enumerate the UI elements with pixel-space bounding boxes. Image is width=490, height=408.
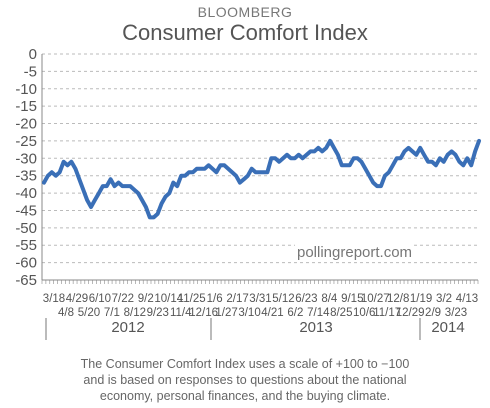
x-tick-label: 11/25 — [178, 293, 206, 305]
caption-line: economy, personal finances, and the buyi… — [99, 389, 391, 403]
source-label: BLOOMBERG — [197, 4, 293, 20]
y-tick-label: -35 — [15, 168, 37, 185]
x-tick-label: 1/27 — [215, 307, 237, 319]
x-tick-label: 11/17 — [373, 307, 401, 319]
x-tick-label: 5/12 — [272, 293, 294, 305]
x-tick-label: 4/13 — [456, 293, 478, 305]
caption: The Consumer Comfort Index uses a scale … — [0, 356, 490, 404]
x-tick-label: 9/15 — [341, 293, 363, 305]
x-tick-label: 7/22 — [112, 293, 134, 305]
x-tick-label: 3/2 — [436, 293, 452, 305]
x-tick-label: 7/1 — [104, 307, 120, 319]
y-tick-label: -15 — [15, 98, 37, 115]
y-tick-label: -20 — [15, 116, 37, 133]
x-tick-label: 10/14 — [154, 293, 183, 305]
y-tick-label: -65 — [15, 272, 37, 289]
x-tick-label: 6/23 — [295, 293, 317, 305]
x-tick-label: 3/18 — [43, 293, 65, 305]
y-tick-label: -5 — [24, 63, 37, 80]
x-tick-label: 6/10 — [89, 293, 111, 305]
x-tick-label: 6/2 — [287, 307, 303, 319]
x-tick-label: 12/16 — [189, 307, 218, 319]
x-tick-label: 8/25 — [330, 307, 352, 319]
x-tick-label: 10/27 — [361, 293, 390, 305]
y-tick-label: 0 — [29, 46, 37, 63]
y-tick-label: -55 — [15, 237, 37, 254]
watermark: pollingreport.com — [295, 244, 415, 261]
x-tick-label: 3/23 — [445, 307, 467, 319]
x-tick-label: 12/29 — [396, 307, 425, 319]
y-tick-label: -60 — [15, 255, 37, 272]
y-tick-label: -50 — [15, 220, 37, 237]
year-label: 2013 — [299, 319, 332, 336]
y-tick-label: -10 — [15, 81, 37, 98]
x-tick-label: 9/23 — [147, 307, 169, 319]
y-tick-label: -40 — [15, 185, 37, 202]
x-tick-label: 9/2 — [138, 293, 154, 305]
x-tick-label: 3/10 — [238, 307, 260, 319]
x-tick-label: 4/8 — [58, 307, 74, 319]
y-tick-label: -45 — [15, 202, 37, 219]
x-tick-label: 2/17 — [226, 293, 248, 305]
year-label: 2012 — [111, 319, 144, 336]
x-tick-label: 3/31 — [249, 293, 271, 305]
x-tick-label: 5/20 — [78, 307, 100, 319]
x-tick-label: 1/6 — [207, 293, 223, 305]
x-tick-label: 10/6 — [353, 307, 375, 319]
x-tick-label: 4/29 — [66, 293, 88, 305]
x-tick-label: 7/14 — [307, 307, 330, 319]
caption-line: and is based on responses to questions a… — [83, 373, 407, 387]
x-tick-label: 2/9 — [425, 307, 441, 319]
x-tick-label: 8/12 — [124, 307, 146, 319]
x-tick-label: 12/8 — [387, 293, 409, 305]
y-tick-label: -30 — [15, 150, 37, 167]
series-line — [42, 138, 481, 220]
caption-line: The Consumer Comfort Index uses a scale … — [80, 357, 410, 371]
x-tick-label: 11/4 — [170, 307, 192, 319]
chart-title: Consumer Comfort Index — [122, 20, 368, 45]
x-tick-label: 4/21 — [261, 307, 283, 319]
x-tick-label: 1/19 — [410, 293, 432, 305]
x-tick-label: 8/4 — [321, 293, 338, 305]
year-label: 2014 — [431, 319, 464, 336]
y-tick-label: -25 — [15, 133, 37, 150]
